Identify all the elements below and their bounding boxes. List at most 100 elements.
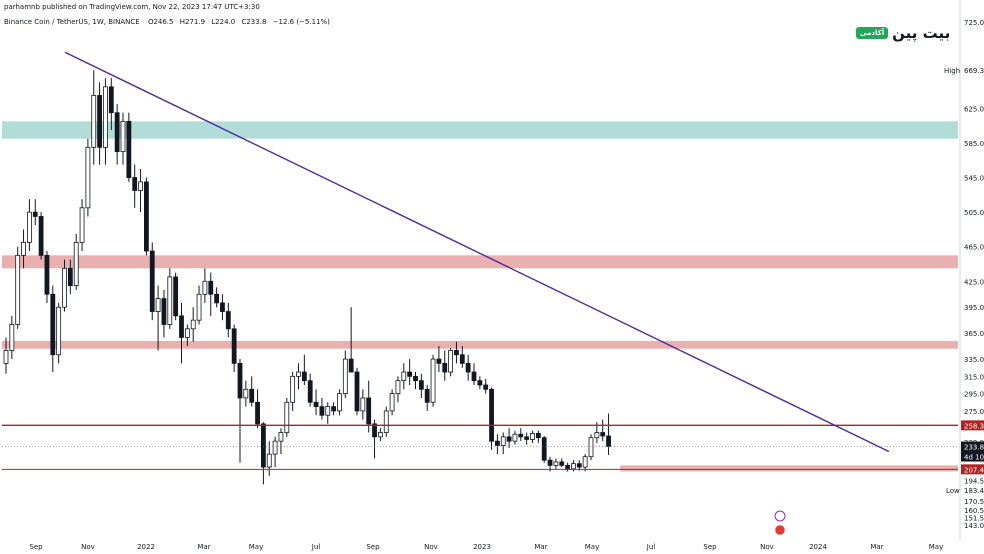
y-tick-label: 425.0	[964, 278, 984, 286]
candle-body	[559, 461, 565, 466]
candle-body	[249, 388, 255, 403]
candle-body	[237, 362, 243, 399]
trendline[interactable]	[64, 51, 890, 453]
y-tick-label: 275.0	[964, 408, 984, 416]
candle-body	[506, 436, 512, 442]
candle-body	[348, 358, 354, 373]
candle-body	[342, 358, 348, 395]
candle-body	[418, 380, 424, 390]
candle-body	[494, 440, 500, 446]
candle-body	[565, 464, 570, 470]
candle-body	[85, 146, 91, 209]
candle-body	[436, 358, 442, 364]
y-tick-label: 295.0	[964, 391, 984, 399]
lines-layer	[2, 51, 958, 470]
price-tag-current	[961, 441, 984, 452]
symbol-name: Binance Coin / TetherUS, 1W, BINANCE	[4, 18, 140, 26]
zones-layer	[2, 121, 958, 472]
x-tick-label: 2024	[809, 543, 827, 551]
candle-body	[413, 375, 418, 382]
x-tick-label: 2023	[473, 543, 491, 551]
candle-body	[9, 324, 15, 351]
candles-layer	[3, 70, 611, 485]
candle-body	[366, 397, 372, 425]
candle-body	[383, 410, 389, 433]
zone-red-1	[2, 255, 958, 269]
candle-body	[518, 433, 524, 438]
candle-body	[512, 433, 518, 442]
candle-body	[594, 432, 600, 439]
y-tick-label: 725.0	[964, 19, 984, 27]
candle-body	[278, 432, 284, 442]
x-tick-label: Jul	[646, 543, 656, 551]
price-tag-resistance	[961, 420, 984, 431]
logo-badge: آکادمی	[856, 27, 889, 39]
y-tick-label: 365.0	[964, 330, 984, 338]
candle-body	[50, 293, 56, 356]
x-tick-label: Sep	[366, 543, 380, 551]
high-label: High	[944, 67, 960, 75]
x-tick-label: May	[249, 543, 263, 551]
lightning-icon[interactable]	[774, 510, 786, 522]
candle-body	[459, 354, 465, 364]
candle-body	[553, 461, 559, 466]
candle-body	[255, 401, 260, 425]
price-axis: 725.0 669.3 625.0 585.0 545.0 505.0 465.0 425.0…	[944, 0, 984, 540]
candle-body	[108, 86, 114, 114]
candle-body	[377, 432, 383, 438]
candle-body	[214, 293, 220, 304]
x-tick-label: Mar	[870, 543, 883, 551]
x-tick-label: May	[585, 543, 599, 551]
candle-body	[15, 254, 21, 325]
x-tick-label: May	[929, 543, 943, 551]
legend-high: H271.9	[179, 18, 206, 26]
y-tick-label: 465.0	[964, 244, 984, 252]
y-tick-label: 170.5	[964, 498, 984, 506]
candle-body	[448, 350, 454, 373]
candle-body	[155, 298, 161, 312]
candle-body	[38, 216, 44, 256]
x-tick-label: Mar	[534, 543, 547, 551]
candle-body	[173, 276, 179, 317]
candle-body	[465, 362, 471, 373]
y-tick-label: 258.3	[964, 422, 984, 430]
published-line: parhamnb published on TradingView.com, N…	[4, 3, 260, 11]
zone-red-2	[2, 340, 958, 349]
candle-body	[606, 435, 611, 447]
candle-body	[73, 241, 79, 286]
candle-body	[126, 120, 132, 178]
candle-body	[582, 456, 588, 468]
icons-layer	[774, 510, 786, 536]
candle-body	[167, 276, 173, 325]
candle-body	[301, 371, 307, 382]
zone-red-3	[620, 465, 958, 472]
logo-wordmark: بیت پین	[892, 24, 951, 42]
candle-body	[114, 112, 120, 153]
flag-icon[interactable]	[774, 524, 786, 536]
candle-body	[454, 350, 459, 356]
candle-body	[97, 95, 102, 148]
y-tick-label: 160.5	[964, 507, 984, 515]
candle-body	[489, 388, 494, 442]
candle-body	[407, 371, 413, 377]
y-tick-label: 207.4	[964, 466, 984, 474]
x-tick-label: Mar	[197, 543, 210, 551]
candle-body	[319, 406, 325, 416]
x-tick-label: 2022	[137, 543, 155, 551]
candle-body	[260, 423, 266, 468]
candle-body	[243, 388, 249, 399]
y-tick-label: 335.0	[964, 356, 984, 364]
candle-body	[3, 350, 9, 364]
candle-body	[313, 401, 319, 407]
time-axis: Sep Nov 2022 Mar May Jul Sep Nov 2023 Mar May Jul Se…	[29, 543, 943, 551]
candle-body	[424, 388, 430, 403]
candle-body	[184, 328, 190, 338]
candle-body	[202, 280, 208, 295]
candle-body	[161, 298, 167, 325]
y-tick-label: 315.0	[964, 373, 984, 381]
candle-body	[138, 181, 143, 191]
countdown-tag-bg	[961, 451, 984, 462]
candle-body	[220, 302, 225, 312]
